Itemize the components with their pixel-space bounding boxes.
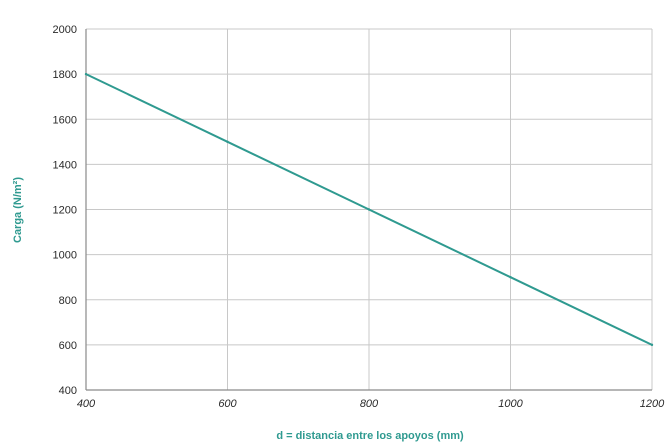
data-point bbox=[367, 208, 371, 211]
axes bbox=[85, 29, 652, 391]
y-tick-label: 800 bbox=[59, 295, 77, 307]
x-axis-title: d = distancia entre los apoyos (mm) bbox=[276, 430, 464, 442]
x-tick-label: 800 bbox=[360, 398, 379, 410]
y-tick-label: 1800 bbox=[53, 69, 77, 81]
y-tick-label: 600 bbox=[59, 340, 77, 352]
x-tick-label: 400 bbox=[77, 398, 96, 410]
data-point bbox=[509, 275, 512, 279]
y-tick-label: 400 bbox=[59, 385, 77, 397]
y-tick-label: 2000 bbox=[53, 24, 77, 36]
y-tick-label: 1600 bbox=[53, 114, 77, 126]
x-tick-label: 1200 bbox=[640, 398, 665, 410]
series bbox=[84, 72, 654, 347]
data-point bbox=[650, 343, 654, 347]
y-tick-label: 1000 bbox=[53, 250, 77, 262]
y-tick-label: 1400 bbox=[53, 159, 77, 171]
tick-labels: 400 600 800 1000 1200 1400 1600 1800 2000 400 600 8… bbox=[53, 24, 666, 410]
data-point bbox=[226, 140, 229, 144]
y-tick-label: 1200 bbox=[53, 205, 77, 217]
x-tick-label: 1000 bbox=[498, 398, 523, 410]
x-tick-label: 600 bbox=[218, 398, 237, 410]
data-point bbox=[84, 72, 88, 76]
y-axis-title: Carga (N/m²) bbox=[12, 177, 24, 243]
